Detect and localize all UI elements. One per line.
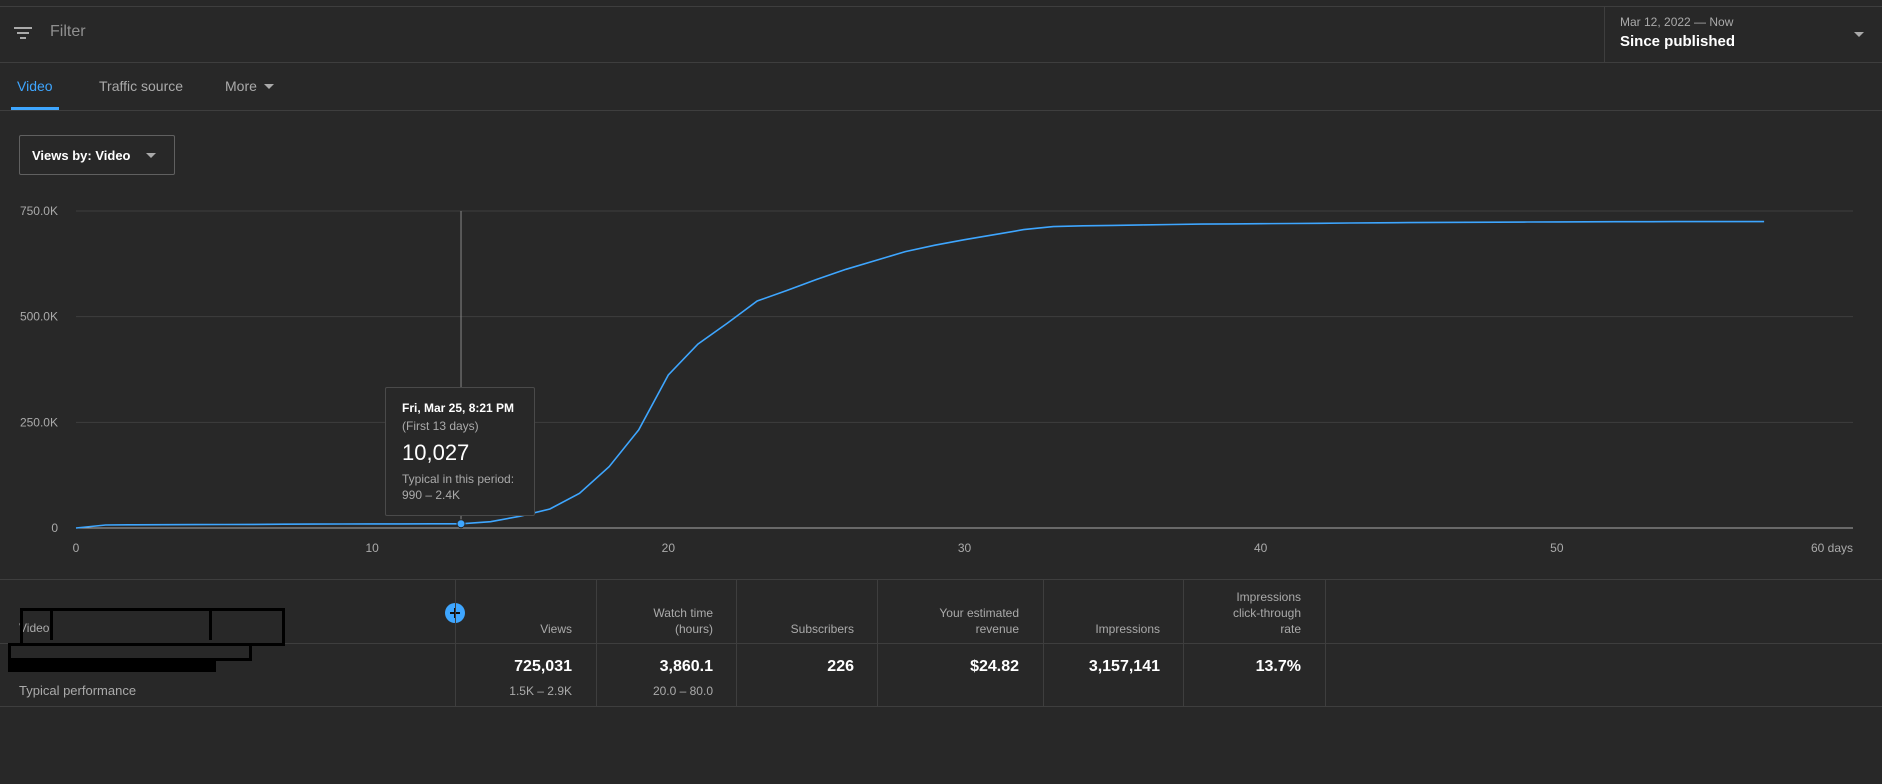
views-by-label: Views by: Video — [32, 148, 131, 163]
watch-time-column-header[interactable]: Watch time (hours) — [653, 605, 713, 637]
watch-time-typical: 20.0 – 80.0 — [652, 684, 713, 698]
column-divider — [1183, 580, 1184, 706]
ctr-header-line1: Impressions — [1236, 590, 1301, 604]
views-value: 725,031 — [514, 658, 572, 675]
tooltip-period: (First 13 days) — [402, 419, 479, 433]
x-tick-label: 0 — [73, 541, 80, 555]
date-range-selector[interactable]: Mar 12, 2022 — Now Since published — [1604, 7, 1882, 62]
x-tick-label: 60 days — [1811, 541, 1853, 555]
filter-bar: Filter Mar 12, 2022 — Now Since publishe… — [0, 7, 1882, 63]
ctr-header-line2: click-through — [1232, 606, 1301, 620]
views-header-text: Views — [540, 622, 572, 636]
y-tick-label: 250.0K — [20, 415, 58, 429]
metrics-table: Video Typical performance Views 725,031 … — [0, 579, 1882, 707]
column-divider — [596, 580, 597, 706]
impressions-header-text: Impressions — [1095, 622, 1160, 636]
chevron-down-icon — [146, 153, 156, 158]
date-range-label: Since published — [1620, 33, 1736, 50]
y-tick-label: 750.0K — [20, 204, 58, 218]
x-tick-label: 10 — [365, 541, 379, 555]
tooltip-typical-label: Typical in this period: — [402, 472, 515, 486]
views-typical: 1.5K – 2.9K — [509, 684, 572, 698]
tooltip-typical: Typical in this period: 990 – 2.4K — [402, 471, 514, 503]
ctr-column-header[interactable]: Impressions click-through rate — [1233, 589, 1301, 637]
filter-input[interactable]: Filter — [50, 23, 86, 40]
tab-more-label: More — [225, 78, 257, 94]
views-series-line — [75, 220, 1765, 529]
subscribers-header-text: Subscribers — [790, 622, 854, 636]
x-tick-label: 50 — [1550, 541, 1564, 555]
table-bottom-divider — [0, 706, 1882, 707]
tab-video[interactable]: Video — [17, 78, 53, 94]
y-tick-label: 0 — [51, 521, 58, 535]
filter-icon[interactable] — [14, 27, 32, 41]
ctr-header-line3: rate — [1280, 622, 1301, 636]
x-tick-label: 40 — [1254, 541, 1268, 555]
impressions-value: 3,157,141 — [1088, 658, 1160, 675]
redaction-box — [50, 608, 212, 640]
watch-time-header-line2: (hours) — [674, 622, 713, 636]
column-divider — [1325, 580, 1326, 706]
tab-traffic-source[interactable]: Traffic source — [99, 78, 184, 94]
tooltip-date: Fri, Mar 25, 8:21 PM — [402, 401, 515, 415]
active-tab-indicator — [11, 107, 59, 110]
impressions-column-header[interactable]: Impressions — [1095, 621, 1160, 637]
tab-bar: Video Traffic source More — [0, 63, 1882, 111]
column-divider — [736, 580, 737, 706]
y-tick-label: 500.0K — [20, 310, 58, 324]
redacted-video-title — [8, 660, 216, 672]
column-divider — [455, 580, 456, 706]
top-divider — [0, 6, 1882, 7]
typical-performance-label: Typical performance — [19, 683, 137, 698]
tab-more[interactable]: More — [225, 78, 257, 94]
tooltip-typical-range: 990 – 2.4K — [402, 488, 461, 502]
x-tick-label: 20 — [662, 541, 676, 555]
tooltip-value: 10,027 — [402, 440, 470, 465]
highlight-point — [456, 519, 466, 529]
chart-tooltip: Fri, Mar 25, 8:21 PM (First 13 days) 10,… — [385, 387, 535, 516]
views-by-dropdown[interactable]: Views by: Video — [19, 135, 175, 175]
views-column-header[interactable]: Views — [540, 621, 572, 637]
revenue-header-line1: Your estimated — [939, 606, 1019, 620]
chevron-down-icon — [1854, 32, 1864, 37]
revenue-column-header[interactable]: Your estimated revenue — [939, 605, 1019, 637]
ctr-value: 13.7% — [1255, 658, 1301, 675]
redaction-box — [8, 643, 252, 661]
views-line-chart[interactable]: 0 250.0K 500.0K 750.0K 0 10 20 30 40 50 60 days — [0, 195, 1882, 565]
x-tick-label: 30 — [958, 541, 972, 555]
subscribers-value: 226 — [827, 658, 854, 675]
column-divider — [877, 580, 878, 706]
date-range-text: Mar 12, 2022 — Now — [1620, 15, 1734, 29]
revenue-header-line2: revenue — [975, 622, 1019, 636]
chevron-down-icon — [264, 84, 274, 89]
revenue-value: $24.82 — [970, 658, 1019, 675]
watch-time-header-line1: Watch time — [653, 606, 713, 620]
subscribers-column-header[interactable]: Subscribers — [791, 621, 854, 637]
column-divider — [1043, 580, 1044, 706]
table-header-divider — [0, 643, 1882, 644]
watch-time-value: 3,860.1 — [659, 658, 713, 675]
video-column-header[interactable]: Video — [19, 621, 50, 635]
